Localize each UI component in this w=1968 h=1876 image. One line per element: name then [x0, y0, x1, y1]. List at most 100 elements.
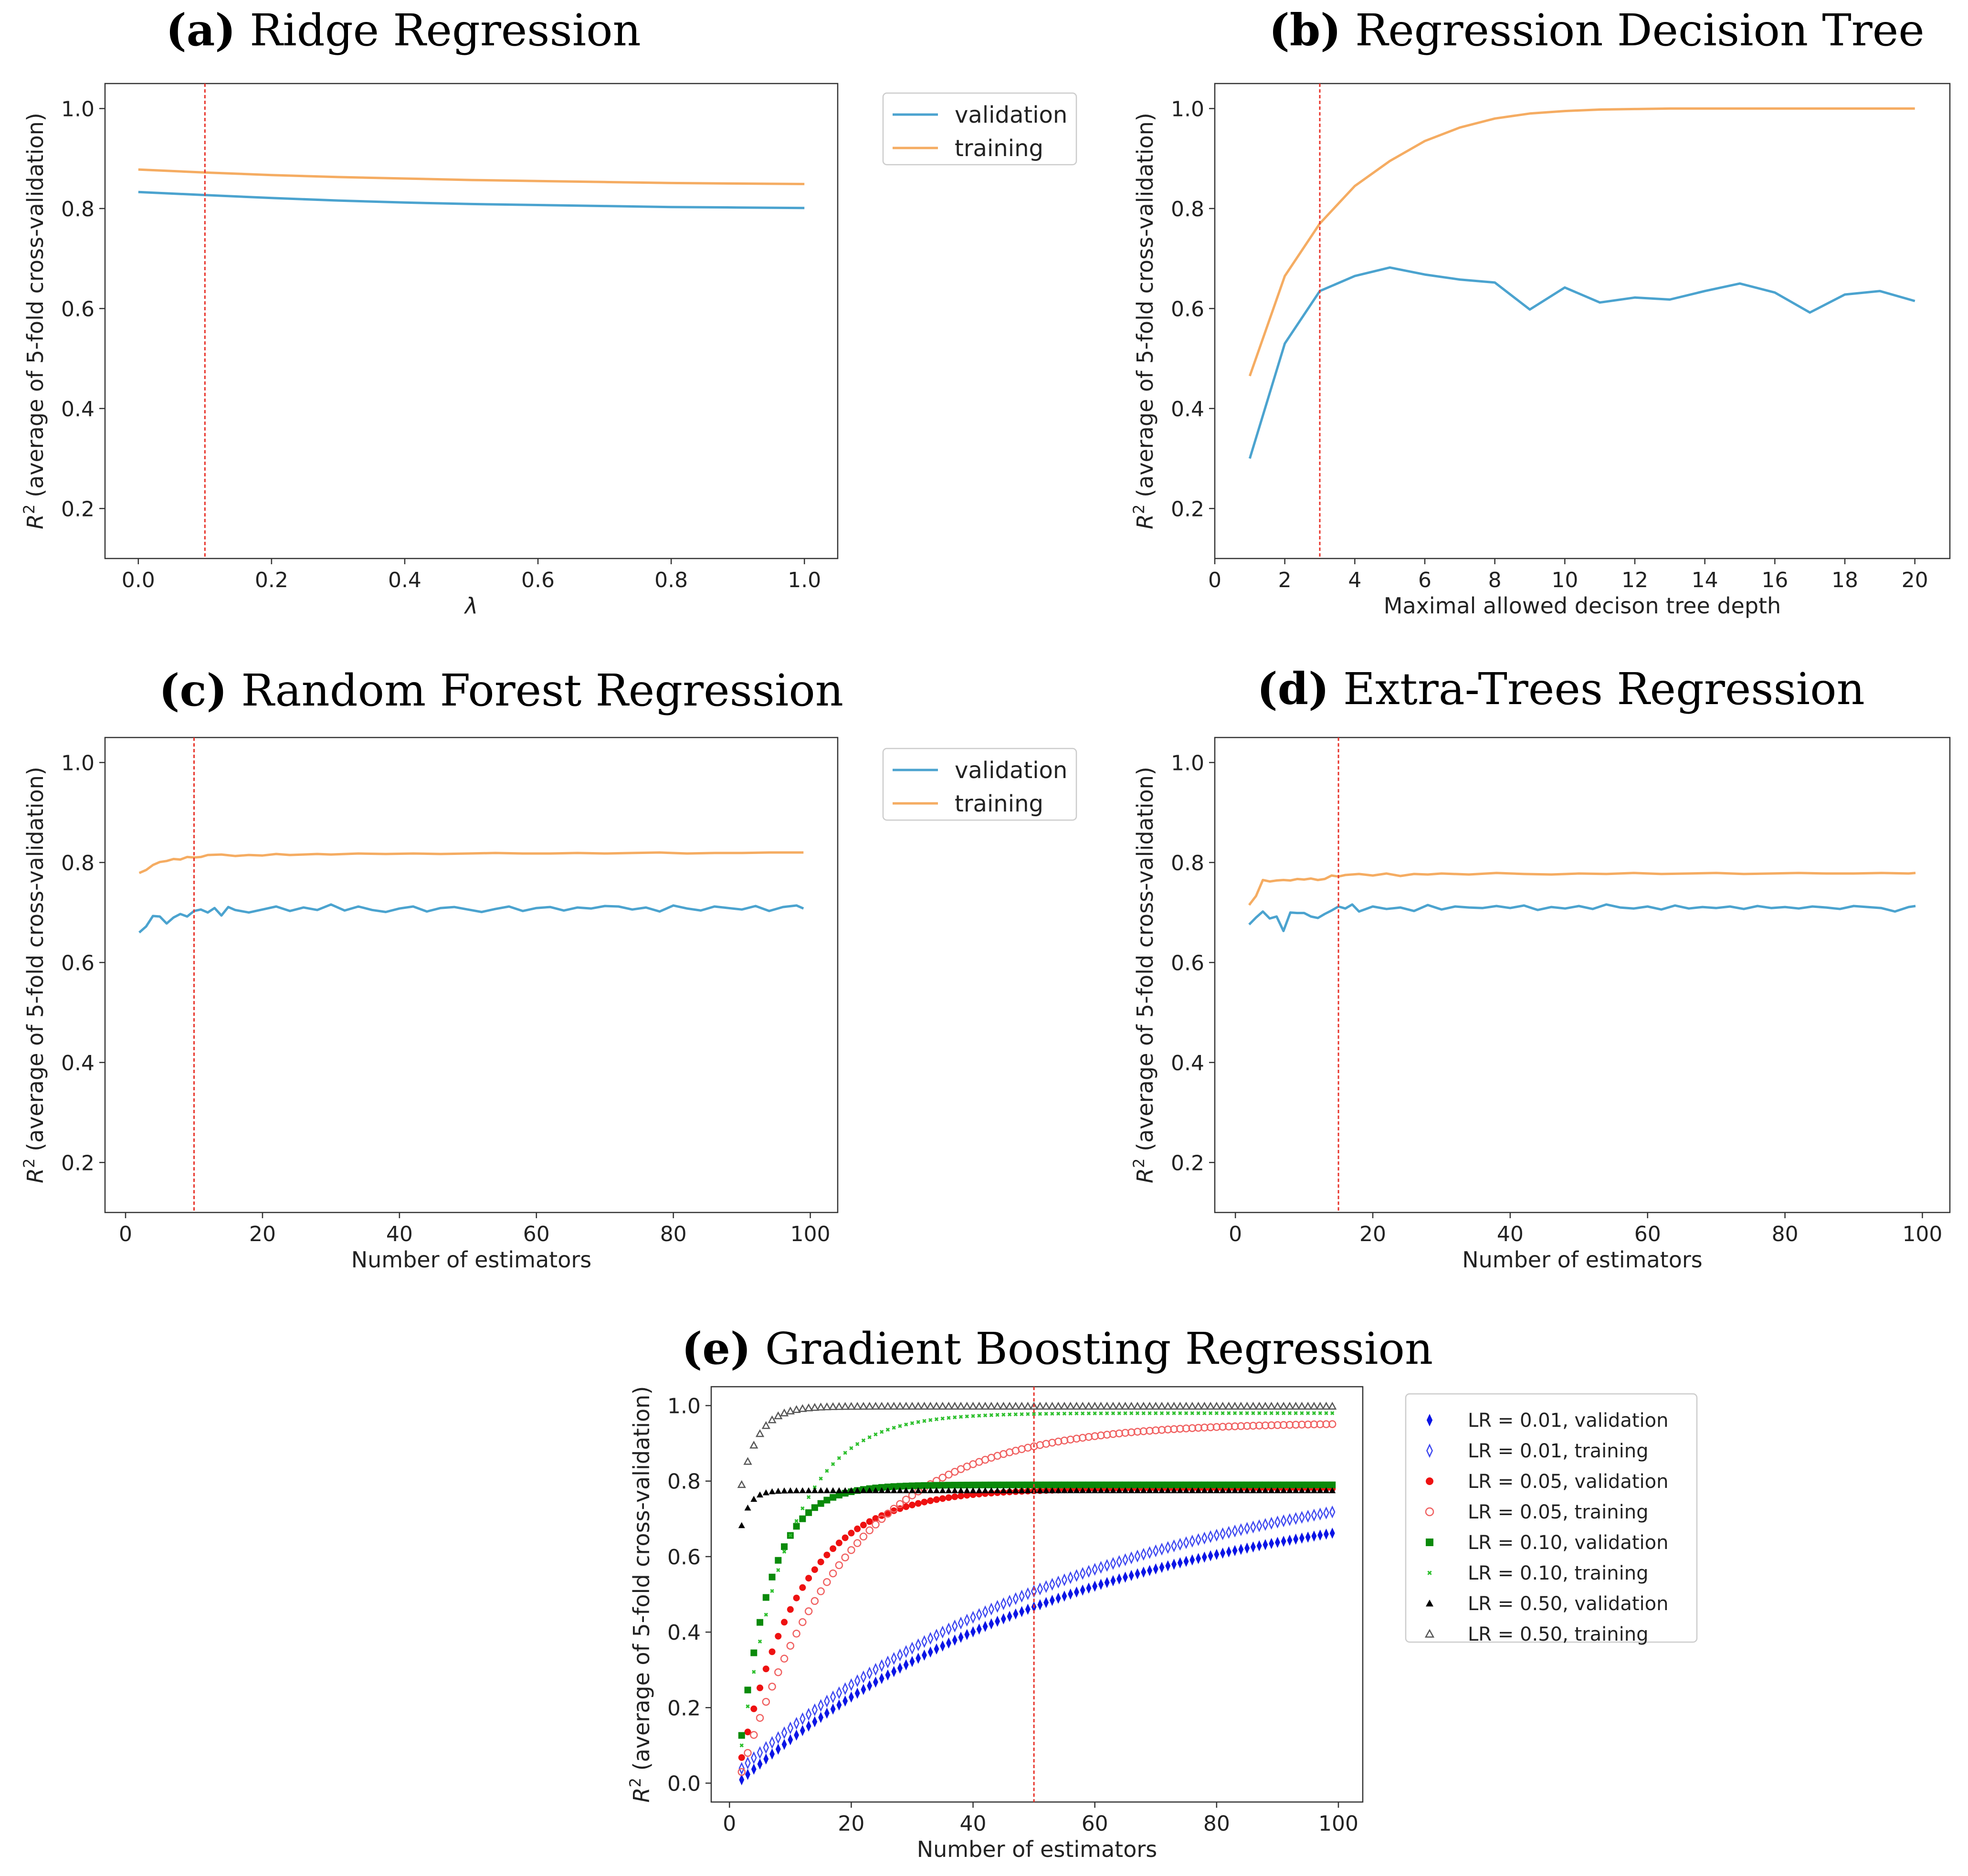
data-point — [1000, 1613, 1006, 1624]
data-point — [933, 1496, 940, 1503]
data-point — [1068, 1588, 1073, 1600]
data-point — [1183, 1481, 1190, 1488]
data-point — [794, 1729, 800, 1741]
data-point — [1110, 1575, 1116, 1587]
y-axis-label: R2 (average of 5-fold cross-validation) — [20, 113, 48, 529]
y-axis-label: R2 (average of 5-fold cross-validation) — [1130, 767, 1158, 1183]
data-point — [898, 1424, 902, 1428]
data-point — [823, 1578, 831, 1586]
data-point — [1169, 1402, 1179, 1410]
data-point — [910, 1421, 915, 1425]
data-point — [969, 1487, 977, 1494]
data-point — [953, 1415, 957, 1420]
data-point — [860, 1670, 867, 1684]
data-point — [1049, 1481, 1056, 1488]
legend: validation training — [882, 748, 1077, 821]
data-point — [860, 1487, 867, 1494]
x-tick-label: 14 — [1692, 568, 1718, 592]
title-c: (c) Random Forest Regression — [159, 664, 843, 716]
data-point — [908, 1501, 916, 1508]
data-point — [751, 1751, 757, 1764]
data-point — [1109, 1487, 1116, 1494]
data-point — [1170, 1481, 1178, 1488]
data-point — [1127, 1402, 1136, 1410]
data-point — [945, 1487, 952, 1494]
data-point — [1145, 1402, 1154, 1410]
data-point — [885, 1669, 891, 1681]
data-point — [738, 1732, 745, 1739]
data-point — [786, 1406, 795, 1414]
data-point — [1154, 1411, 1158, 1415]
data-point — [788, 1533, 793, 1538]
plot-ridge-regression: 0.0 0.2 0.4 0.6 0.8 1.0 0.2 0.4 0.6 0.8 1.0 λ R2 (av… — [20, 83, 1077, 619]
data-point — [969, 1481, 977, 1488]
data-point — [775, 1633, 782, 1640]
data-point — [775, 1731, 781, 1744]
data-point — [1011, 1402, 1020, 1410]
data-point — [1279, 1402, 1288, 1410]
data-point — [1242, 1402, 1252, 1410]
data-point — [1152, 1544, 1159, 1558]
data-point — [817, 1587, 825, 1595]
data-point — [945, 1482, 952, 1489]
x-axis-label: Maximal allowed decison tree depth — [1384, 593, 1781, 619]
data-point — [994, 1487, 1001, 1494]
x-tick-label: 10 — [1551, 568, 1578, 592]
plot-extra-trees-regression: 0 20 40 60 80 100 0.2 0.4 0.6 0.8 1.0 Number of est… — [1130, 737, 1951, 1273]
data-point — [776, 1568, 780, 1572]
data-point — [1245, 1411, 1249, 1415]
data-point — [1109, 1481, 1116, 1488]
data-point — [1042, 1487, 1050, 1494]
data-point — [764, 1613, 768, 1617]
data-point — [1060, 1402, 1069, 1410]
data-point — [1044, 1412, 1048, 1416]
x-tick-label: 4 — [1348, 568, 1361, 592]
data-point — [1250, 1541, 1256, 1553]
legend-label: LR = 0.01, training — [1468, 1440, 1648, 1462]
data-point — [1286, 1481, 1293, 1488]
data-point — [1134, 1481, 1141, 1488]
data-point — [1330, 1411, 1335, 1415]
plot-frame — [710, 1386, 1364, 1803]
data-point — [1073, 1586, 1079, 1598]
series-lr-0-50-training — [737, 1402, 1337, 1488]
data-point — [958, 1414, 963, 1419]
data-point — [1268, 1481, 1275, 1488]
data-point — [1318, 1411, 1322, 1415]
data-point — [1017, 1402, 1026, 1410]
data-point — [1311, 1530, 1317, 1542]
data-point — [939, 1625, 946, 1639]
data-point — [976, 1481, 983, 1488]
y-tick-label: 0.2 — [1171, 1151, 1204, 1175]
data-point — [1311, 1508, 1317, 1522]
data-point — [849, 1446, 853, 1450]
y-axis-label: R2 (average of 5-fold cross-validation) — [626, 1386, 654, 1803]
legend-marker — [1425, 1507, 1434, 1517]
data-point — [879, 1673, 884, 1684]
data-point — [1049, 1594, 1055, 1606]
data-point — [1316, 1402, 1325, 1410]
data-point — [1013, 1608, 1019, 1620]
data-point — [1054, 1402, 1063, 1410]
data-point — [1096, 1402, 1105, 1410]
data-point — [1038, 1412, 1042, 1416]
data-point — [1062, 1591, 1067, 1602]
data-point — [922, 1649, 927, 1661]
x-tick-label: 40 — [960, 1812, 987, 1836]
data-point — [897, 1662, 903, 1674]
data-point — [1158, 1487, 1166, 1494]
data-point — [800, 1506, 805, 1510]
data-point — [805, 1509, 812, 1516]
data-point — [1274, 1481, 1281, 1488]
data-point — [915, 1638, 922, 1652]
legend-label: LR = 0.50, validation — [1468, 1593, 1668, 1615]
data-point — [1280, 1514, 1287, 1528]
data-point — [1079, 1567, 1086, 1580]
data-point — [1012, 1487, 1019, 1494]
data-point — [1221, 1411, 1225, 1415]
data-point — [1140, 1481, 1147, 1488]
data-point — [933, 1487, 940, 1494]
data-point — [1055, 1592, 1061, 1604]
data-point — [927, 1646, 933, 1658]
